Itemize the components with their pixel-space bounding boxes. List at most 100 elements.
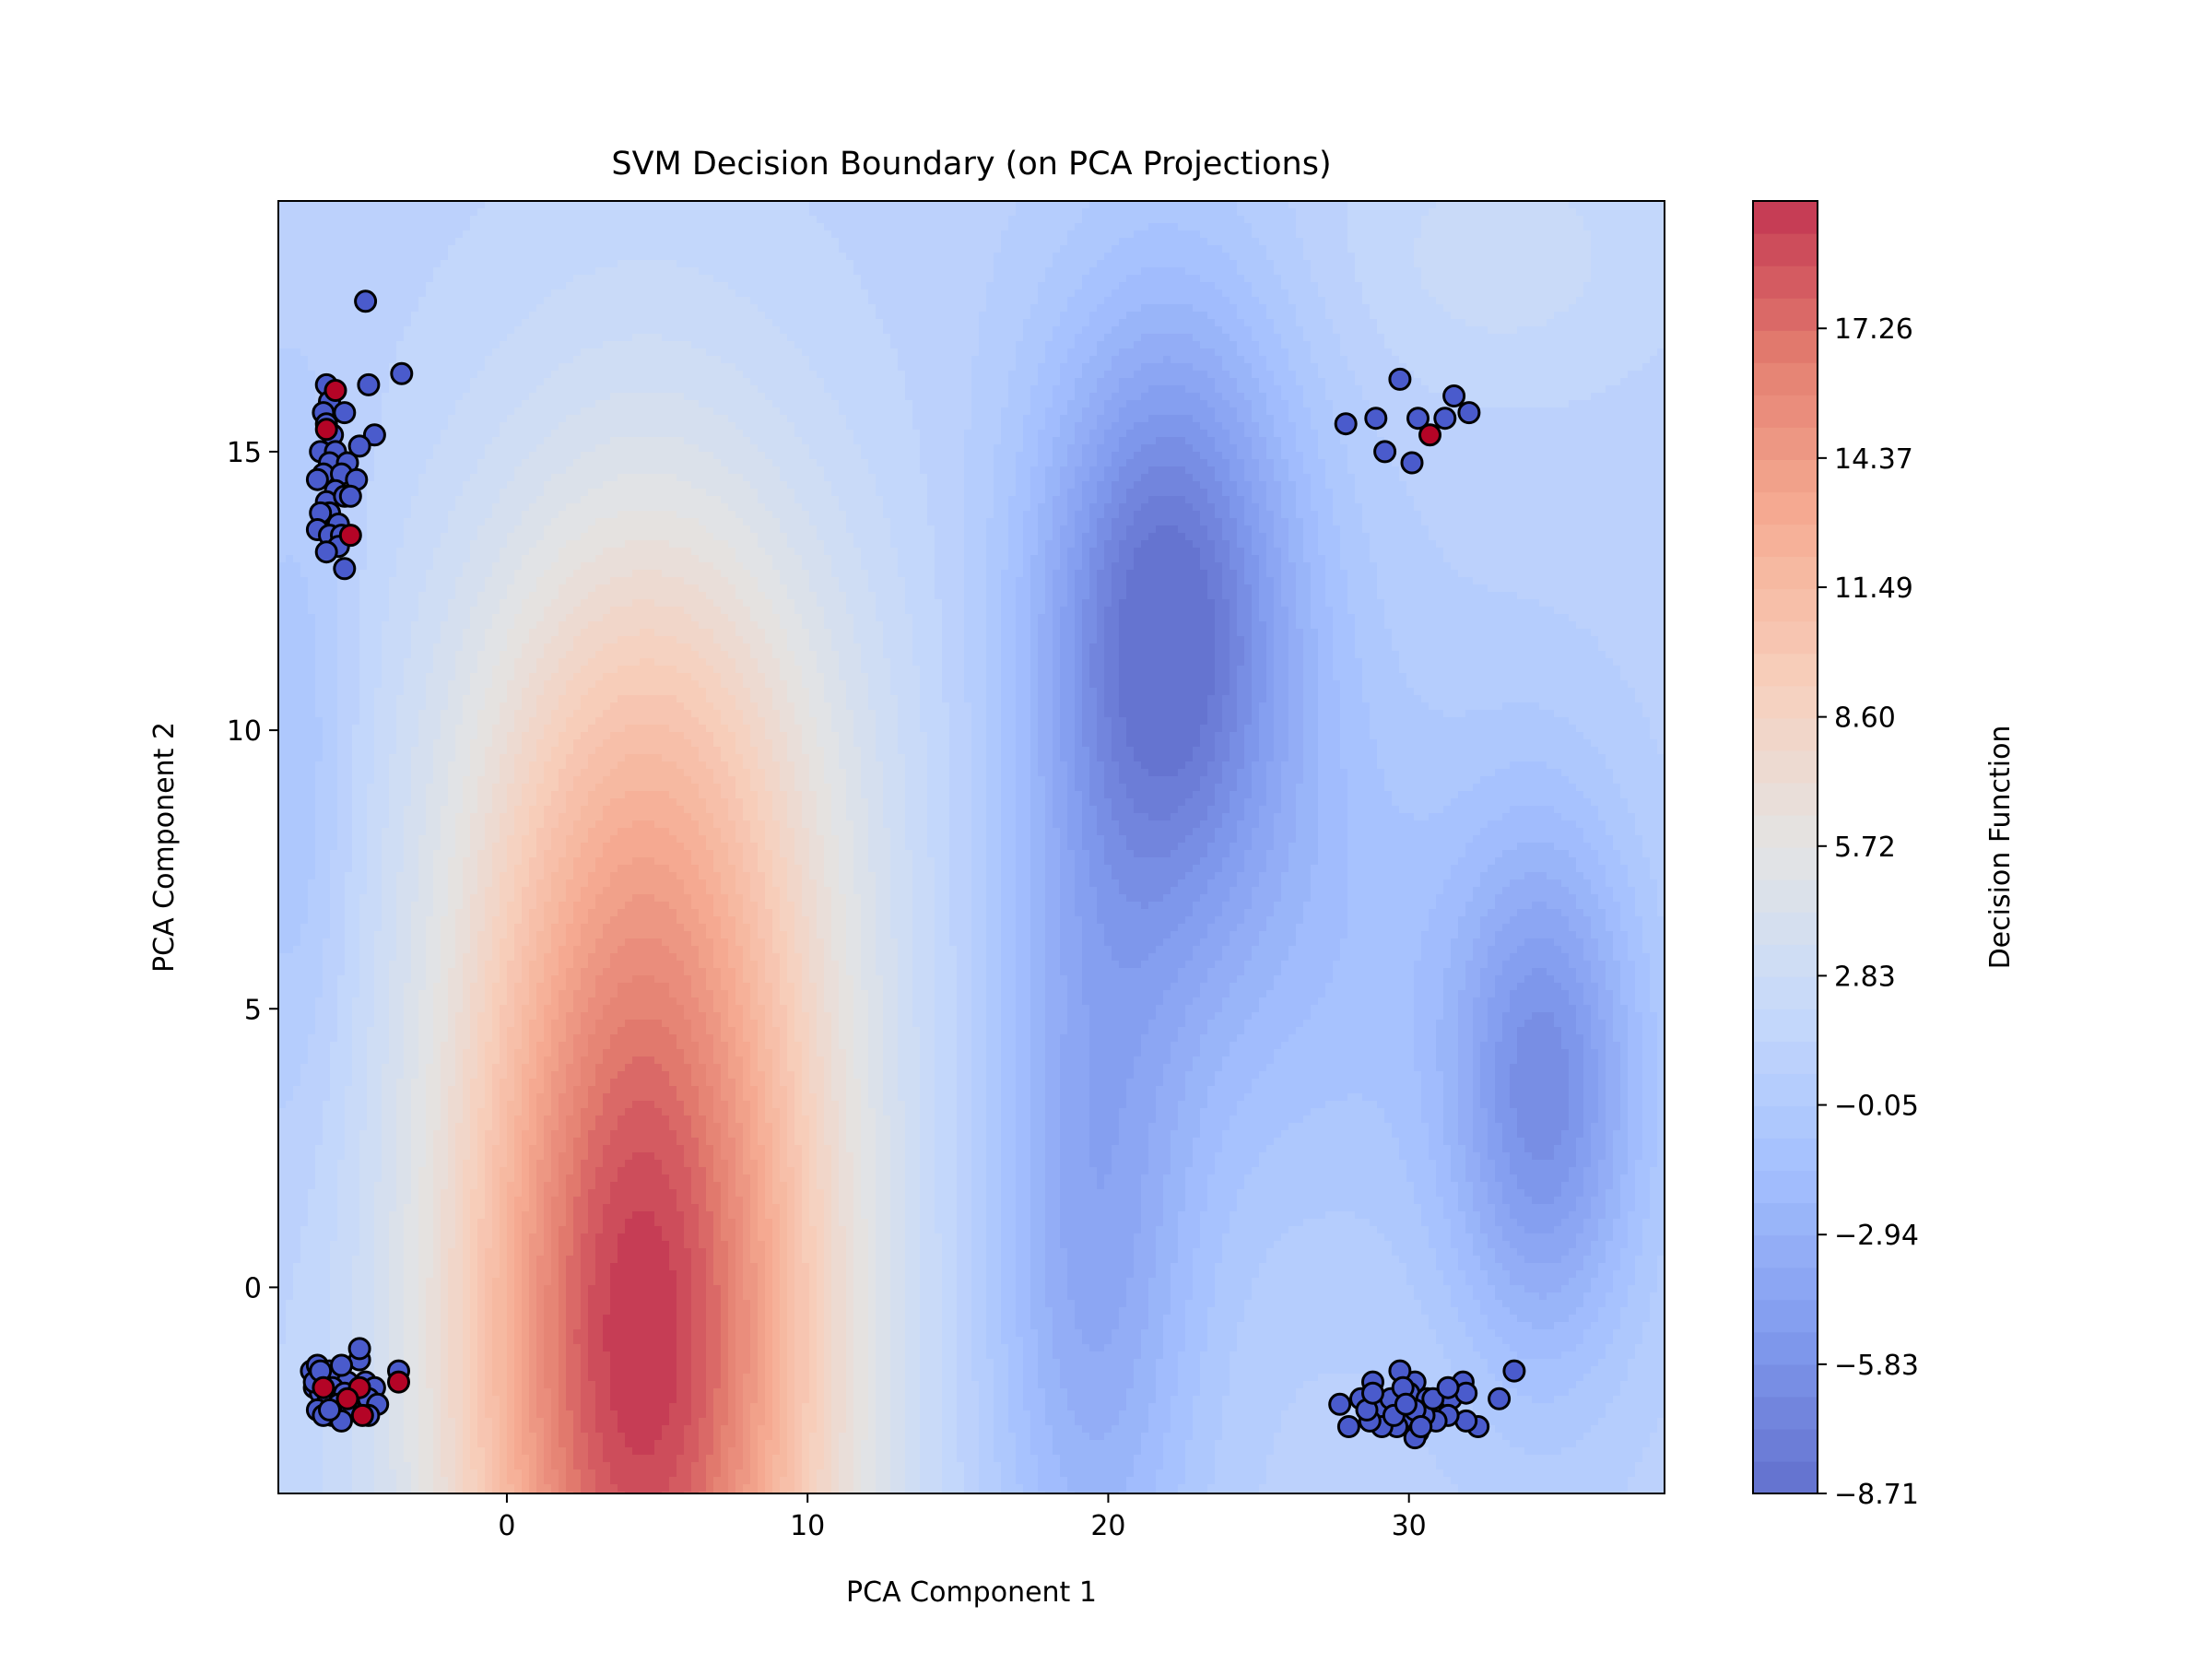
scatter-point: [392, 363, 412, 384]
colorbar-band: [1753, 330, 1818, 363]
scatter-point: [359, 374, 379, 395]
scatter-point: [1395, 1394, 1416, 1414]
y-axis-label: PCA Component 2: [148, 722, 181, 973]
colorbar-band: [1753, 459, 1818, 492]
y-tick-label: 10: [227, 715, 262, 748]
scatter-point: [1459, 403, 1479, 423]
scatter-point: [1402, 453, 1422, 473]
colorbar-band: [1753, 201, 1818, 234]
scatter-point: [316, 542, 336, 562]
scatter-point: [325, 381, 346, 401]
scatter-point: [1420, 425, 1441, 445]
colorbar-band: [1753, 1235, 1818, 1269]
colorbar-tick-label: −8.71: [1834, 1479, 1919, 1511]
colorbar-tick-label: 14.37: [1834, 443, 1913, 476]
scatter-point: [335, 559, 355, 579]
x-tick-label: 20: [1090, 1510, 1125, 1542]
colorbar-band: [1753, 1268, 1818, 1301]
chart-title: SVM Decision Boundary (on PCA Projection…: [611, 146, 1331, 183]
scatter-point: [352, 1405, 372, 1425]
colorbar-band: [1753, 1364, 1818, 1398]
colorbar-tick-label: 17.26: [1834, 313, 1913, 346]
colorbar-band: [1753, 718, 1818, 751]
colorbar-tick-label: −2.94: [1834, 1220, 1919, 1252]
colorbar-band: [1753, 395, 1818, 428]
scatter-point: [356, 291, 376, 312]
colorbar-band: [1753, 589, 1818, 622]
colorbar-band: [1753, 686, 1818, 719]
scatter-point: [1330, 1394, 1350, 1414]
x-tick-label: 0: [498, 1510, 515, 1542]
scatter-point: [313, 1377, 334, 1398]
scatter-point: [335, 403, 355, 423]
colorbar-band: [1753, 233, 1818, 266]
colorbar-band: [1753, 266, 1818, 299]
colorbar: −8.71 −5.83 −2.94 −0.05 2.83 5.72 8.60 11.49 14.…: [1753, 201, 2017, 1511]
colorbar-ticks: −8.71 −5.83 −2.94 −0.05 2.83 5.72 8.60 11.49 14.…: [1818, 313, 1919, 1511]
colorbar-band: [1753, 557, 1818, 590]
y-tick-label: 15: [227, 437, 262, 469]
scatter-point: [1375, 442, 1395, 462]
colorbar-band: [1753, 783, 1818, 816]
colorbar-band: [1753, 621, 1818, 655]
scatter-point: [389, 1372, 409, 1392]
colorbar-tick-label: −5.83: [1834, 1350, 1919, 1382]
x-tick-label: 10: [790, 1510, 825, 1542]
colorbar-tick-label: −0.05: [1834, 1091, 1919, 1123]
colorbar-band: [1753, 491, 1818, 525]
scatter-point: [1411, 1417, 1431, 1437]
colorbar-band: [1753, 1105, 1818, 1139]
colorbar-tick-label: 8.60: [1834, 702, 1896, 735]
scatter-point: [1489, 1388, 1510, 1409]
y-tick-label: 5: [244, 994, 262, 1026]
scatter-point: [320, 1399, 340, 1420]
colorbar-band: [1753, 362, 1818, 395]
scatter-point: [307, 469, 327, 490]
scatter-point: [316, 419, 336, 440]
colorbar-band: [1753, 1171, 1818, 1204]
colorbar-band: [1753, 879, 1818, 913]
colorbar-band: [1753, 298, 1818, 331]
scatter-point: [1363, 1383, 1383, 1403]
colorbar-band: [1753, 1429, 1818, 1462]
colorbar-band: [1753, 750, 1818, 784]
colorbar-band: [1753, 1203, 1818, 1236]
colorbar-band: [1753, 944, 1818, 977]
scatter-point: [340, 486, 360, 506]
colorbar-band: [1753, 1397, 1818, 1430]
colorbar-band: [1753, 1041, 1818, 1074]
colorbar-tick-label: 11.49: [1834, 572, 1913, 605]
colorbar-band: [1753, 1009, 1818, 1042]
scatter-point: [332, 1355, 352, 1375]
scatter-point: [349, 1339, 370, 1359]
scatter-point: [1504, 1361, 1524, 1381]
scatter-point: [340, 525, 360, 546]
scatter-point: [1444, 386, 1465, 407]
colorbar-band: [1753, 815, 1818, 848]
colorbar-band: [1753, 525, 1818, 558]
colorbar-band: [1753, 1332, 1818, 1365]
colorbar-tick-label: 2.83: [1834, 961, 1896, 993]
colorbar-band: [1753, 976, 1818, 1009]
scatter-point: [337, 1388, 358, 1409]
colorbar-band: [1753, 427, 1818, 460]
colorbar-band: [1753, 654, 1818, 687]
scatter-point: [1335, 414, 1356, 434]
colorbar-band: [1753, 1138, 1818, 1171]
scatter-point: [1435, 408, 1455, 429]
scatter-point: [1338, 1417, 1359, 1437]
plot-area: [278, 201, 1665, 1500]
scatter-point: [1438, 1377, 1458, 1398]
colorbar-band: [1753, 1300, 1818, 1333]
colorbar-label: Decision Function: [1984, 726, 2017, 970]
colorbar-tick-label: 5.72: [1834, 832, 1896, 864]
colorbar-band: [1753, 1073, 1818, 1106]
y-tick-label: 0: [244, 1272, 262, 1304]
colorbar-band: [1753, 912, 1818, 945]
scatter-point: [1390, 369, 1410, 389]
colorbar-band: [1753, 847, 1818, 880]
scatter-point: [1366, 408, 1386, 429]
